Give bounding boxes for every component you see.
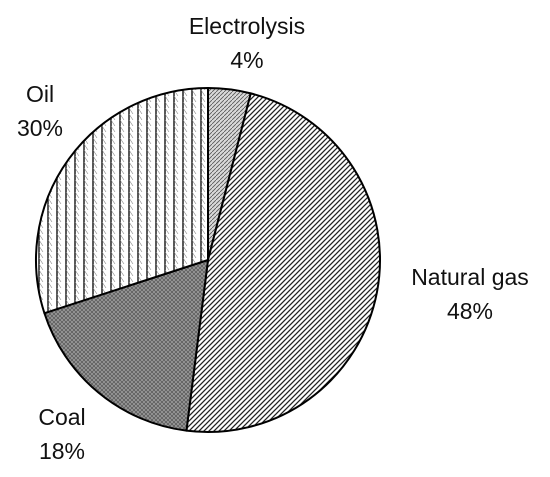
- pie-slice-natural-gas: [185, 92, 381, 433]
- slice-value-natural-gas: 48%: [447, 298, 493, 324]
- slice-value-coal: 18%: [39, 438, 85, 464]
- slice-value-electrolysis: 4%: [230, 47, 263, 73]
- pie-slice-coal: [43, 259, 209, 432]
- slice-label-coal: Coal: [38, 404, 85, 430]
- slice-label-electrolysis: Electrolysis: [189, 13, 305, 39]
- slice-label-natural-gas: Natural gas: [411, 264, 529, 290]
- slice-label-oil: Oil: [26, 81, 54, 107]
- slice-value-oil: 30%: [17, 115, 63, 141]
- pie-slice-oil: [35, 87, 209, 315]
